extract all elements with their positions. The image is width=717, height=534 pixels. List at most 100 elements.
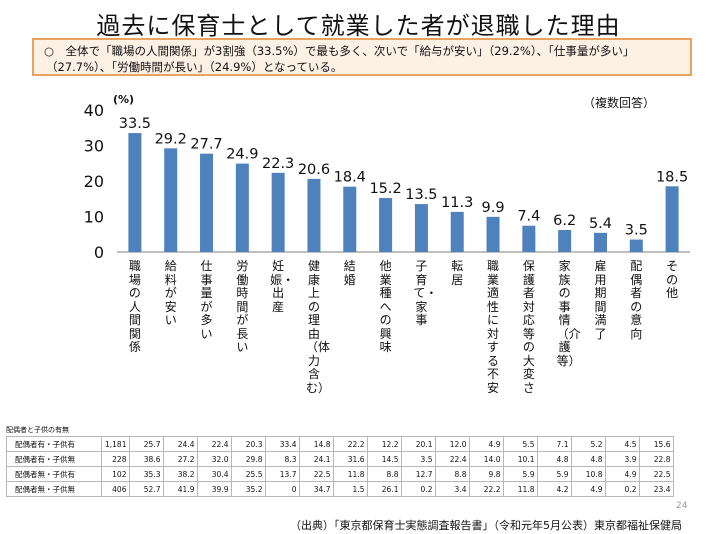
bar-value-label: 27.7	[190, 137, 222, 153]
bar	[486, 216, 500, 252]
table-cell: 25.7	[129, 436, 165, 452]
table-header: 配偶者と子供の有無	[6, 426, 69, 434]
table-cell: 24.4	[163, 436, 199, 452]
bar	[343, 186, 357, 252]
table-cell: 14.5	[367, 451, 403, 467]
table-cell: 20.1	[401, 436, 437, 452]
table-cell: 22.5	[299, 466, 335, 482]
x-category-label: 職業適性に対する不安	[487, 259, 500, 395]
x-category-label: 仕事量が多い	[200, 259, 213, 341]
table-cell: 20.3	[231, 436, 267, 452]
table-cell: 29.8	[231, 451, 267, 467]
table-cell: 7.1	[537, 436, 573, 452]
row-count: 102	[100, 466, 131, 482]
table-cell: 3.4	[435, 481, 471, 497]
bar	[235, 163, 249, 252]
bar	[271, 172, 285, 252]
bar	[522, 225, 536, 252]
y-tick-label: 0	[94, 243, 104, 262]
table-cell: 4.9	[605, 466, 641, 482]
table-cell: 8.8	[367, 466, 403, 482]
table-cell: 22.8	[639, 451, 675, 467]
table-cell: 22.4	[197, 436, 233, 452]
x-category-label: 保護者対応等の大変さ	[522, 259, 535, 395]
bar	[450, 211, 464, 252]
bar-value-label: 20.6	[298, 162, 330, 178]
table-row: 配偶者無・子供無 406 52.7 41.9 39.9 35.2 0 34.7 1.5 26.1 0…	[6, 481, 675, 497]
bar-value-label: 13.5	[405, 187, 437, 203]
bar-value-label: 9.9	[482, 200, 505, 216]
table-cell: 4.9	[469, 436, 505, 452]
table-cell: 4.9	[571, 481, 607, 497]
table-cell: 22.2	[469, 481, 505, 497]
bar	[629, 239, 643, 252]
summary-line-2: （27.7%）、「労働時間が長い」（24.9%）となっている。	[46, 60, 343, 74]
y-tick-label: 10	[84, 208, 104, 227]
table-cell: 27.2	[163, 451, 199, 467]
row-label: 配偶者有・子供有	[6, 436, 102, 452]
x-category-label: 労働時間が長い	[236, 259, 249, 354]
bar-value-label: 3.5	[625, 223, 648, 239]
table-cell: 22.4	[435, 451, 471, 467]
page-title: 過去に保育士として就業した者が退職した理由	[96, 12, 621, 40]
table-cell: 25.5	[231, 466, 267, 482]
table-cell: 9.8	[469, 466, 505, 482]
table-cell: 41.9	[163, 481, 199, 497]
table-cell: 8.3	[265, 451, 301, 467]
table-row: 配偶者無・子供有 102 35.3 38.2 30.4 25.5 13.7 22.5 11.8 8…	[6, 466, 675, 482]
row-count: 406	[100, 481, 131, 497]
table-cell: 12.0	[435, 436, 471, 452]
table-cell: 14.0	[469, 451, 505, 467]
table-cell: 3.9	[605, 451, 641, 467]
bar-value-label: 5.4	[589, 216, 612, 232]
table-cell: 11.8	[503, 481, 539, 497]
row-count: 228	[100, 451, 131, 467]
x-category-label: 子育て・家事	[413, 259, 438, 327]
bar-value-label: 11.3	[441, 195, 473, 211]
bar	[379, 198, 393, 252]
bar	[558, 229, 572, 252]
bar	[128, 133, 142, 252]
y-tick-label: 40	[84, 101, 104, 120]
table-cell: 11.8	[333, 466, 369, 482]
bar-value-label: 29.2	[155, 131, 187, 147]
bar-value-label: 18.5	[656, 169, 688, 185]
row-label: 配偶者無・子供無	[6, 481, 102, 497]
bar	[200, 153, 214, 252]
table-cell: 32.0	[197, 451, 233, 467]
x-category-label: 転居	[451, 259, 464, 287]
table-cell: 0.2	[605, 481, 641, 497]
table-cell: 10.8	[571, 466, 607, 482]
table-cell: 33.4	[265, 436, 301, 452]
table-cell: 4.8	[571, 451, 607, 467]
table-cell: 3.5	[401, 451, 437, 467]
table-cell: 35.2	[231, 481, 267, 497]
table-row: 配偶者有・子供有 1,181 25.7 24.4 22.4 20.3 33.4 14.8 22.…	[6, 436, 675, 452]
table-cell: 34.7	[299, 481, 335, 497]
breakdown-table: 配偶者有・子供有 1,181 25.7 24.4 22.4 20.3 33.4 14.8 22.…	[6, 436, 675, 497]
table-cell: 38.2	[163, 466, 199, 482]
table-cell: 10.1	[503, 451, 539, 467]
table-cell: 38.6	[129, 451, 165, 467]
bar-value-label: 15.2	[369, 181, 401, 197]
x-category-label: 家族の事情（介護等）	[556, 259, 581, 368]
table-cell: 30.4	[197, 466, 233, 482]
bar	[164, 148, 178, 252]
table-cell: 26.1	[367, 481, 403, 497]
table-cell: 4.2	[537, 481, 573, 497]
summary-line-1: ○ 全体で「職場の人間関係」が3割強（33.5%）で最も多く、次いで「給与が安い…	[44, 44, 635, 58]
bar	[307, 178, 321, 252]
table-cell: 0	[265, 481, 301, 497]
table-cell: 12.7	[401, 466, 437, 482]
summary-box: ○ 全体で「職場の人間関係」が3割強（33.5%）で最も多く、次いで「給与が安い…	[32, 38, 692, 76]
x-category-label: 配偶者の意向	[630, 259, 643, 341]
row-label: 配偶者有・子供無	[6, 451, 102, 467]
x-category-label: 健康上の理由（体力含む）	[305, 259, 330, 395]
table-cell: 14.8	[299, 436, 335, 452]
bar-value-label: 24.9	[226, 147, 258, 163]
table-cell: 24.1	[299, 451, 335, 467]
x-category-label: 雇用期間満了	[594, 259, 607, 341]
y-unit-label: (%)	[113, 93, 135, 106]
bar	[665, 186, 679, 252]
table-cell: 22.5	[639, 466, 675, 482]
